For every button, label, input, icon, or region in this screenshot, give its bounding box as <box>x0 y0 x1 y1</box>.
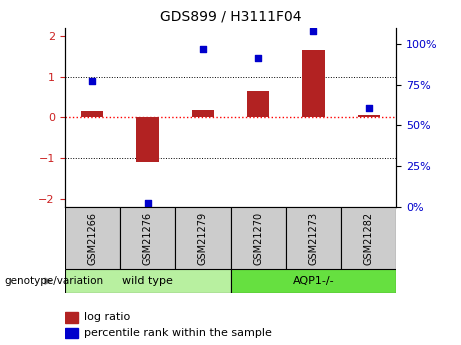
Point <box>89 79 96 84</box>
Text: wild type: wild type <box>122 276 173 286</box>
Bar <box>81 111 103 117</box>
Point <box>199 46 207 52</box>
Title: GDS899 / H3111F04: GDS899 / H3111F04 <box>160 10 301 24</box>
Text: GSM21273: GSM21273 <box>308 211 319 265</box>
Bar <box>65 207 120 269</box>
Text: log ratio: log ratio <box>84 313 131 322</box>
Text: GSM21266: GSM21266 <box>87 211 97 265</box>
Bar <box>175 207 230 269</box>
Text: GSM21282: GSM21282 <box>364 211 374 265</box>
Bar <box>136 117 159 162</box>
Bar <box>302 50 325 117</box>
Point <box>310 28 317 34</box>
Bar <box>65 312 78 323</box>
Bar <box>230 207 286 269</box>
Bar <box>247 91 269 117</box>
Bar <box>120 207 175 269</box>
Point <box>254 55 262 61</box>
Text: AQP1-/-: AQP1-/- <box>293 276 334 286</box>
Text: percentile rank within the sample: percentile rank within the sample <box>84 328 272 338</box>
Text: GSM21276: GSM21276 <box>142 211 153 265</box>
Text: GSM21279: GSM21279 <box>198 211 208 265</box>
Bar <box>65 328 78 338</box>
Bar <box>358 115 380 117</box>
Text: genotype/variation: genotype/variation <box>5 276 104 286</box>
Bar <box>286 207 341 269</box>
Bar <box>192 110 214 117</box>
Bar <box>341 207 396 269</box>
Bar <box>65 269 230 293</box>
Point <box>365 106 372 111</box>
Point <box>144 201 151 206</box>
Bar <box>230 269 396 293</box>
Text: GSM21270: GSM21270 <box>253 211 263 265</box>
